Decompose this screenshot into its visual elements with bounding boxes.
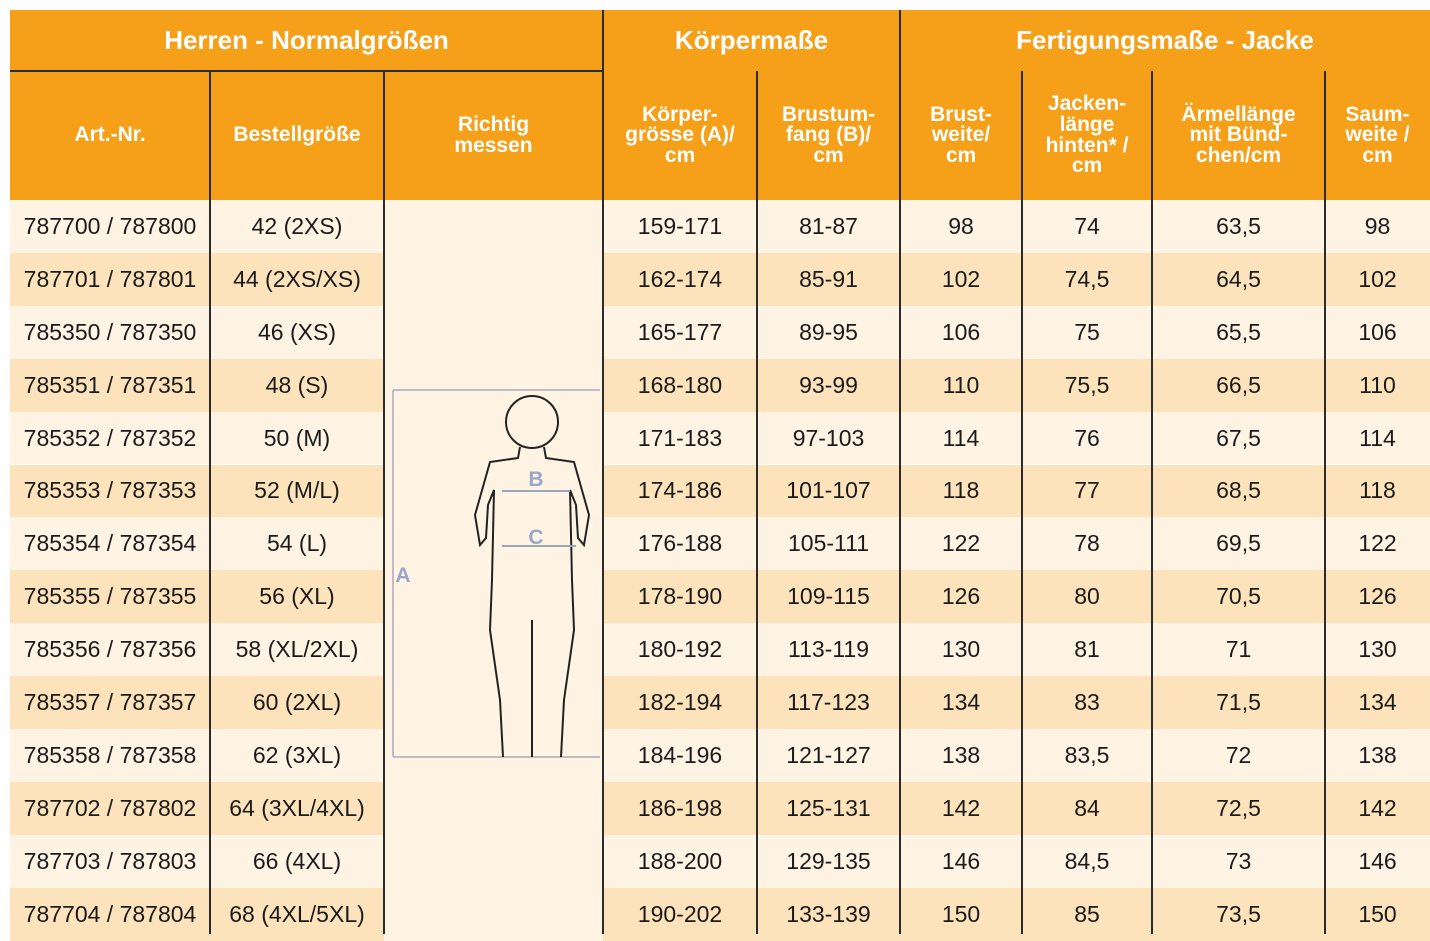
- figure-label: A: [395, 564, 410, 587]
- measure-figure: A B C: [0, 0, 1430, 934]
- figure-label: B: [528, 468, 543, 491]
- page: Herren - NormalgrößenKörpermaßeFertigung…: [0, 0, 1430, 934]
- figure-label: C: [528, 526, 543, 549]
